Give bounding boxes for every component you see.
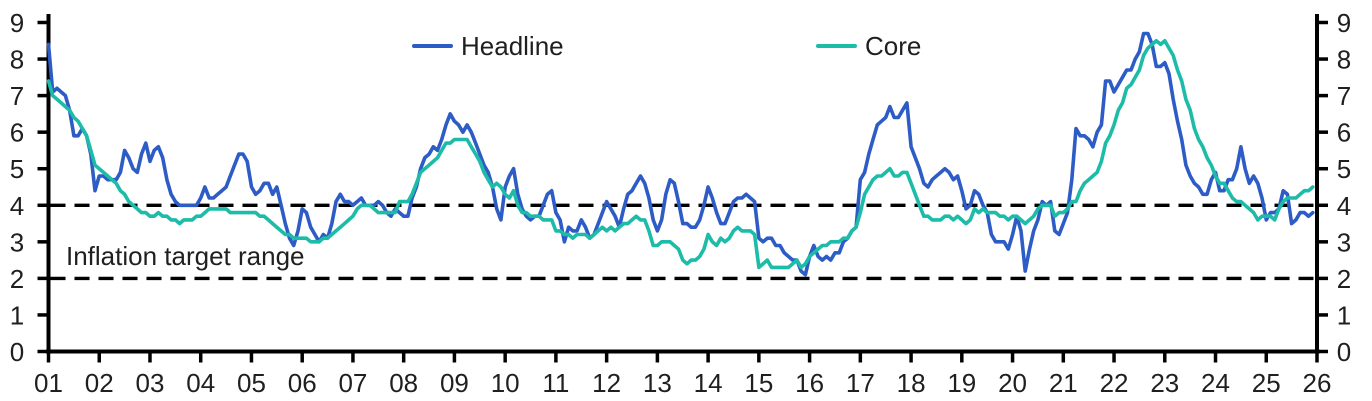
- x-axis-tick-label: 07: [338, 368, 367, 398]
- x-axis-tick-label: 05: [237, 368, 266, 398]
- y-axis-tick-label-left: 9: [10, 8, 24, 38]
- y-axis-tick-label-right: 0: [1337, 337, 1351, 367]
- y-axis-tick-label-left: 1: [10, 300, 24, 330]
- x-axis-tick-label: 04: [186, 368, 215, 398]
- x-axis-tick-label: 03: [136, 368, 165, 398]
- y-axis-tick-label-left: 5: [10, 154, 24, 184]
- legend-item-headline: Headline: [412, 31, 564, 61]
- y-axis-tick-label-right: 7: [1337, 81, 1351, 111]
- core-legend-label: Core: [865, 30, 922, 61]
- y-axis-tick-label-left: 7: [10, 81, 24, 111]
- y-axis-tick-label-left: 6: [10, 118, 24, 148]
- y-axis-tick-label-left: 8: [10, 45, 24, 75]
- y-axis-tick-label-right: 2: [1337, 264, 1351, 294]
- y-axis-tick-label-right: 5: [1337, 154, 1351, 184]
- x-axis-tick-label: 22: [1100, 368, 1129, 398]
- x-axis-tick-label: 18: [897, 368, 926, 398]
- x-axis-tick-label: 11: [542, 368, 569, 398]
- x-axis-tick-label: 16: [795, 368, 824, 398]
- core-legend-swatch: [816, 44, 857, 48]
- x-axis-tick-label: 26: [1303, 368, 1332, 398]
- y-axis-tick-label-right: 9: [1337, 8, 1351, 38]
- x-axis-tick-label: 15: [744, 368, 773, 398]
- x-axis-tick-label: 10: [491, 368, 520, 398]
- y-axis-tick-label-right: 4: [1337, 191, 1351, 221]
- y-axis-tick-label-left: 3: [10, 227, 24, 257]
- headline-legend-swatch: [412, 44, 453, 48]
- y-axis-tick-label-right: 3: [1337, 227, 1351, 257]
- x-axis-tick-label: 12: [592, 368, 621, 398]
- legend-item-core: Core: [816, 31, 921, 61]
- x-axis-tick-label: 01: [34, 368, 63, 398]
- y-axis-tick-label-right: 1: [1337, 300, 1351, 330]
- series-line-core: [46, 38, 1315, 270]
- x-axis-tick-label: 19: [947, 368, 976, 398]
- x-axis-tick-label: 06: [288, 368, 317, 398]
- x-axis-tick-label: 08: [389, 368, 418, 398]
- x-axis-tick-label: 21: [1049, 368, 1078, 398]
- x-axis-tick-label: 14: [694, 368, 723, 398]
- x-axis-tick-label: 17: [846, 368, 875, 398]
- y-axis-tick-label-left: 2: [10, 264, 24, 294]
- y-axis-tick-label-right: 8: [1337, 45, 1351, 75]
- x-axis-tick-label: 02: [85, 368, 114, 398]
- y-axis-tick-label-right: 6: [1337, 118, 1351, 148]
- x-axis-tick-label: 13: [643, 368, 672, 398]
- y-axis-tick-label-left: 4: [10, 191, 24, 221]
- x-axis-tick-label: 25: [1252, 368, 1281, 398]
- x-axis-tick-label: 24: [1201, 368, 1230, 398]
- x-axis-tick-label: 09: [440, 368, 469, 398]
- y-axis-tick-label-left: 0: [10, 337, 24, 367]
- x-axis-tick-label: 23: [1150, 368, 1179, 398]
- inflation-target-range-label: Inflation target range: [66, 241, 305, 271]
- series-line-headline: [46, 31, 1315, 277]
- x-axis-tick-label: 20: [998, 368, 1027, 398]
- headline-legend-label: Headline: [461, 30, 564, 61]
